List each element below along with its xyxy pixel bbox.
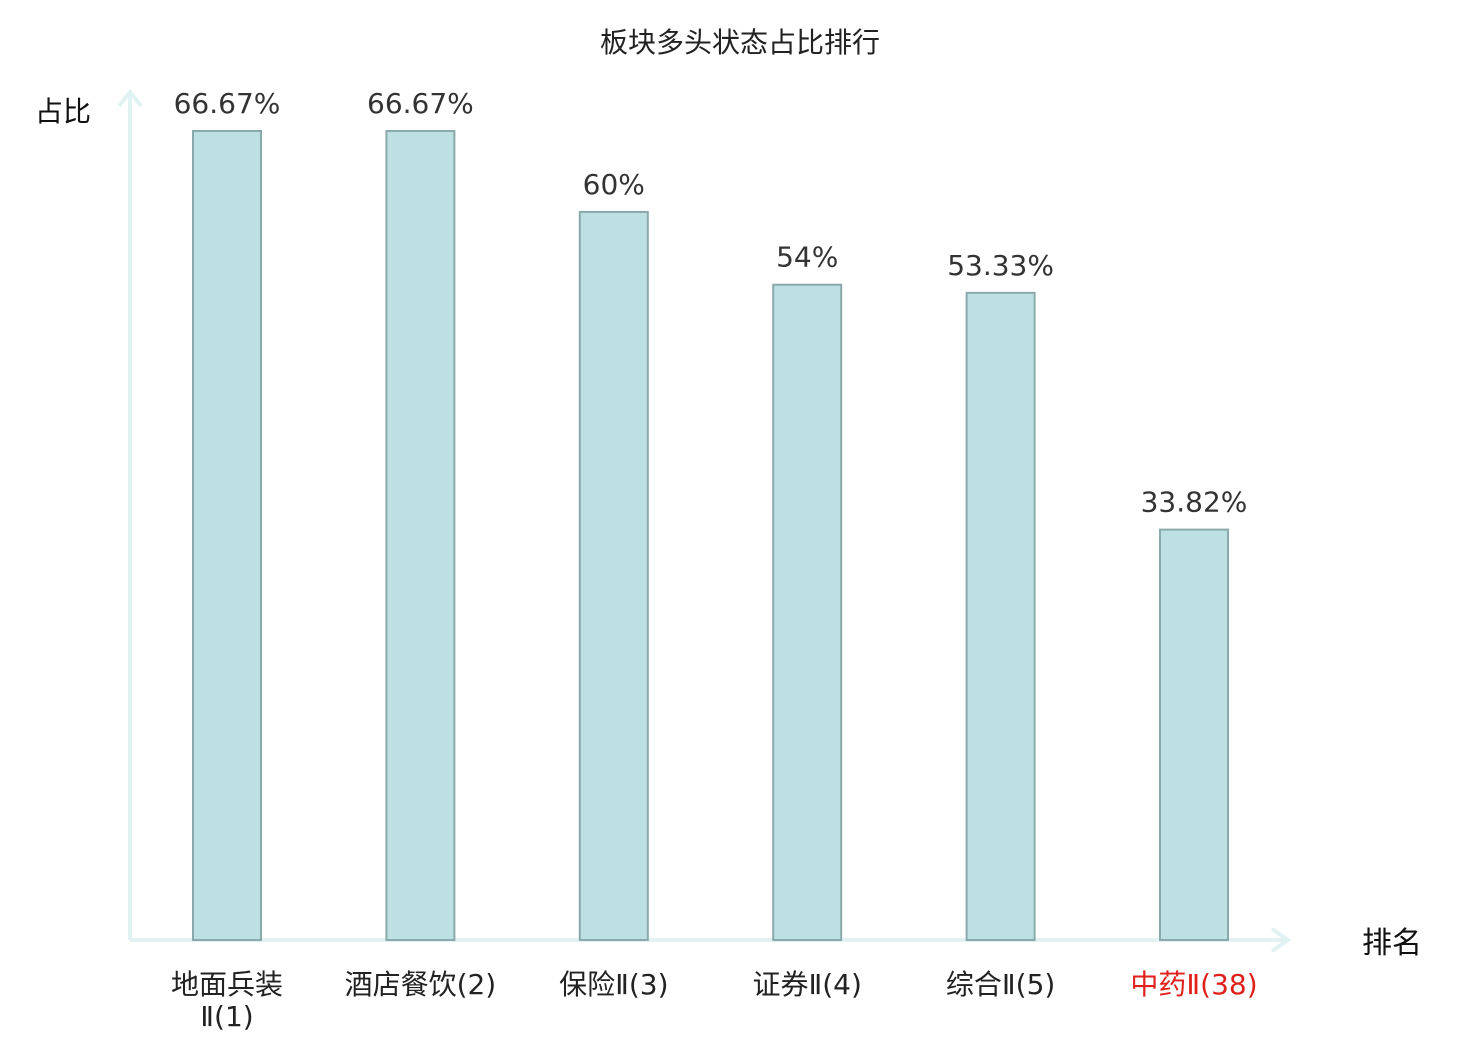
- value-label-1: 66.67%: [174, 87, 281, 120]
- bars-group: [192, 130, 1229, 942]
- bar-2: [385, 130, 456, 941]
- bar-6: [1159, 528, 1229, 941]
- bar-3: [578, 210, 649, 941]
- category-label-5: 综合Ⅱ(5): [946, 968, 1055, 1001]
- value-label-6: 33.82%: [1141, 486, 1248, 519]
- category-label-4: 证券Ⅱ(4): [752, 968, 861, 1001]
- category-label-1-line-1: 地面兵装: [171, 968, 283, 1001]
- value-label-2: 66.67%: [367, 87, 474, 120]
- bar-4: [772, 283, 843, 942]
- value-labels-group: 66.67% 66.67% 60% 54% 53.33% 33.82%: [174, 87, 1248, 519]
- chart-title: 板块多头状态占比排行: [600, 26, 880, 59]
- category-label-6: 中药Ⅱ(38): [1130, 968, 1257, 1001]
- category-label-3: 保险Ⅱ(3): [559, 968, 668, 1001]
- x-axis: [130, 927, 1292, 953]
- value-label-4: 54%: [776, 241, 838, 274]
- bar-5: [965, 291, 1036, 941]
- value-label-3: 60%: [583, 168, 645, 201]
- bar-1: [192, 130, 262, 941]
- x-axis-label: 排名: [1362, 926, 1422, 961]
- value-label-5: 53.33%: [947, 249, 1054, 282]
- category-label-2: 酒店餐饮(2): [345, 968, 497, 1001]
- y-axis-label: 占比: [35, 95, 91, 128]
- category-label-1-line-2: Ⅱ(1): [200, 1000, 253, 1033]
- y-axis: [117, 88, 143, 940]
